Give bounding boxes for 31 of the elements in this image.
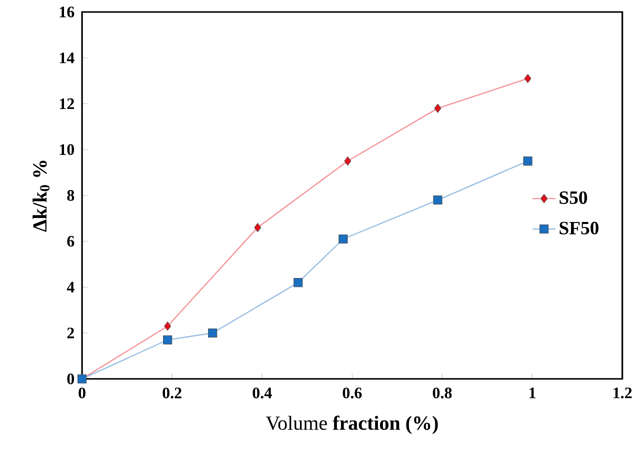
x-tick-label: 0.2	[162, 388, 182, 399]
point	[294, 278, 303, 288]
point	[164, 322, 172, 331]
y-tick-label: 10	[60, 144, 74, 156]
point	[433, 196, 442, 205]
point	[524, 74, 532, 84]
legend-label: SF50	[560, 222, 598, 234]
x-tick-label: 0.4	[252, 388, 272, 399]
point	[163, 335, 172, 344]
y-axis-title: Δk/k$_{0}$ %	[32, 160, 50, 232]
point	[523, 156, 532, 166]
y-tick-label: 4	[66, 282, 74, 292]
x-tick-label: 0.8	[432, 388, 452, 399]
point	[208, 328, 218, 338]
legend-label: S50	[560, 191, 588, 204]
point	[254, 223, 262, 232]
y-tick-label: 14	[60, 52, 74, 64]
y-tick-label: 2	[67, 328, 74, 338]
point	[344, 156, 352, 166]
x-tick-label: 0	[78, 388, 86, 398]
y-tick-label: 16	[60, 6, 74, 18]
x-axis-title: Volume fraction (%)	[266, 416, 438, 434]
y-tick-label: 0	[67, 374, 74, 384]
point	[434, 104, 442, 113]
x-tick-label: 1	[530, 388, 536, 398]
y-tick-label: 12	[60, 98, 74, 110]
x-tick-label: 0.6	[342, 388, 362, 399]
y-tick-label: 6	[67, 236, 74, 247]
y-tick-label: 8	[67, 190, 74, 201]
x-tick-label: 1.2	[614, 388, 632, 398]
point	[338, 234, 348, 244]
